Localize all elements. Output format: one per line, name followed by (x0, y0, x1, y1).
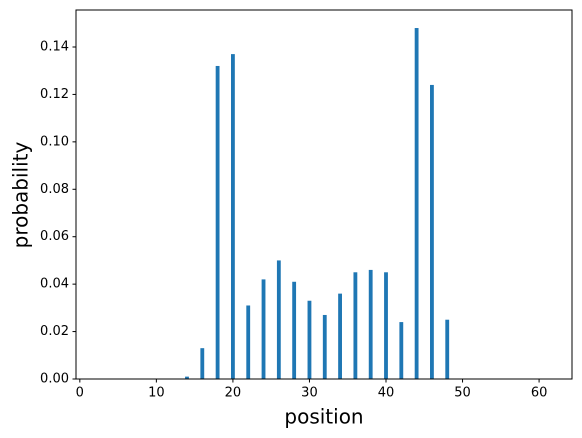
bar (338, 293, 342, 379)
y-tick-label: 0.06 (40, 229, 69, 244)
x-tick-label: 40 (378, 386, 395, 401)
y-tick-label: 0.00 (40, 372, 69, 387)
y-axis-label: probability (9, 141, 33, 248)
y-tick-label: 0.12 (40, 87, 69, 102)
y-tick-label: 0.02 (40, 324, 69, 339)
bar (322, 314, 327, 379)
y-tick-label: 0.10 (40, 134, 69, 149)
plot-frame (75, 9, 573, 380)
bar (200, 348, 205, 379)
x-tick-label: 60 (531, 386, 548, 401)
bar (414, 28, 419, 380)
bar (231, 54, 235, 379)
bar (246, 305, 251, 379)
bar (185, 376, 189, 379)
bar (307, 300, 312, 379)
x-axis-label: position (284, 405, 363, 429)
bar (261, 279, 266, 379)
bar (276, 260, 281, 379)
x-tick-label: 50 (454, 386, 471, 401)
x-tick-label: 20 (225, 386, 242, 401)
bar (353, 272, 358, 379)
bar (384, 272, 388, 379)
bar (445, 319, 450, 379)
x-tick-label: 0 (76, 386, 84, 401)
x-tick-label: 30 (301, 386, 318, 401)
bar (292, 281, 297, 379)
bar (399, 322, 404, 379)
y-tick-label: 0.14 (40, 39, 69, 54)
y-tick-label: 0.04 (40, 277, 69, 292)
bar (215, 65, 220, 379)
x-tick-label: 10 (148, 386, 165, 401)
y-tick-label: 0.08 (40, 182, 69, 197)
bar (430, 84, 434, 380)
bar (368, 269, 373, 379)
